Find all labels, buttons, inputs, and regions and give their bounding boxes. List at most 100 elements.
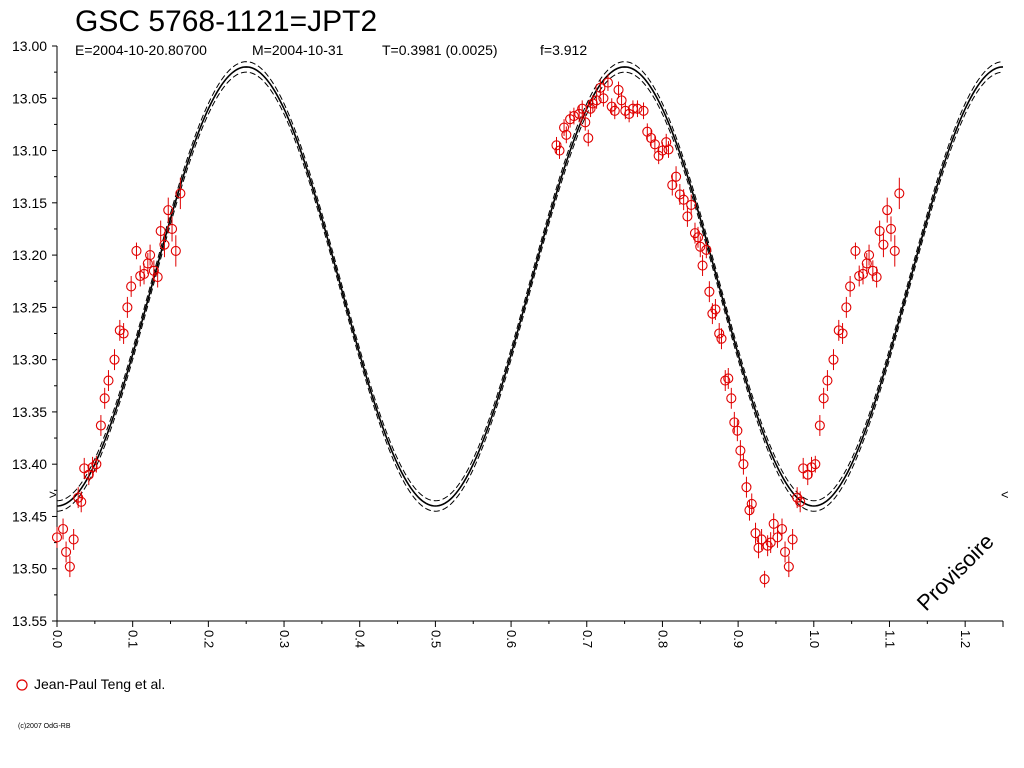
subtitle-epoch: E=2004-10-20.80700	[75, 42, 207, 58]
data-point	[776, 518, 788, 540]
data-point	[850, 242, 861, 260]
x-tick-label: 0.2	[201, 630, 216, 648]
data-point	[787, 529, 798, 550]
data-point-marker	[746, 498, 757, 509]
data-point	[99, 387, 110, 409]
data-point-marker	[51, 532, 63, 543]
data-point	[138, 263, 150, 285]
data-point	[885, 216, 897, 242]
model-curves	[56, 61, 1004, 512]
data-point-marker	[602, 77, 614, 88]
data-point-marker	[91, 459, 102, 470]
data-point-marker	[580, 117, 591, 128]
legend: Jean-Paul Teng et al.	[16, 676, 165, 692]
data-point	[551, 136, 562, 154]
data-point	[159, 232, 170, 258]
data-point	[574, 105, 585, 123]
data-point-marker	[559, 122, 570, 133]
data-point	[701, 241, 712, 259]
data-point	[682, 205, 693, 227]
data-point	[155, 220, 166, 242]
data-point	[686, 194, 697, 216]
data-point	[76, 491, 87, 513]
data-point-marker	[64, 561, 75, 572]
data-point-marker	[750, 528, 761, 539]
data-point	[68, 529, 79, 550]
data-point	[642, 123, 653, 141]
x-tick-label: 0.9	[731, 630, 746, 648]
data-point-marker	[568, 110, 579, 122]
data-point	[638, 102, 649, 120]
data-point	[759, 570, 770, 588]
data-point	[118, 323, 129, 344]
data-point	[678, 189, 689, 211]
data-point	[649, 135, 660, 153]
data-point-marker	[741, 482, 752, 493]
data-point-marker	[76, 496, 87, 507]
data-point-marker	[716, 333, 727, 344]
y-axis: 13.00 13.05 13.10 13.15 13.20 13.25 13.30 13.35…	[12, 38, 57, 629]
data-point	[810, 455, 821, 473]
data-point	[765, 532, 776, 554]
data-points	[51, 74, 905, 588]
data-point	[95, 415, 106, 436]
data-point-marker	[87, 462, 98, 473]
data-point	[704, 281, 715, 303]
x-tick-label: 1.2	[958, 630, 973, 648]
data-point	[802, 464, 813, 486]
data-point-marker	[103, 375, 114, 386]
data-point	[716, 328, 727, 350]
data-point-marker	[714, 328, 725, 339]
data-point	[779, 541, 791, 563]
data-point-marker	[671, 171, 682, 182]
data-point	[109, 349, 120, 371]
data-point	[863, 244, 875, 266]
data-point	[732, 420, 743, 442]
legend-marker-icon	[16, 679, 28, 691]
y-tick-label: 13.10	[12, 143, 47, 159]
data-point	[738, 453, 749, 475]
data-point	[861, 253, 872, 274]
data-point-marker	[554, 145, 565, 156]
data-point-marker	[663, 144, 674, 155]
data-point	[145, 244, 156, 266]
data-point	[720, 370, 731, 391]
data-point	[591, 92, 602, 109]
data-point-marker	[776, 523, 788, 535]
data-point	[646, 129, 657, 147]
subtitle-median: M=2004-10-31	[252, 42, 344, 58]
data-point-marker	[822, 375, 833, 386]
data-point-marker	[845, 281, 856, 292]
data-point-marker	[131, 245, 142, 256]
data-point-marker	[787, 534, 798, 545]
data-point	[871, 266, 882, 288]
data-point	[710, 299, 721, 320]
data-point	[814, 415, 825, 436]
data-point	[882, 197, 893, 223]
data-point	[561, 126, 572, 144]
data-point	[667, 174, 678, 196]
data-point-marker	[122, 302, 133, 313]
data-point-marker	[170, 245, 181, 256]
x-axis: 0.0 0.1 0.2 0.3 0.4 0.5 0.6 0.7 0.8 0.9 1.0 1.1 1.2	[50, 621, 973, 648]
data-point-marker	[565, 114, 576, 125]
data-point-marker	[551, 140, 562, 151]
data-point-marker	[613, 84, 624, 95]
data-point-marker	[653, 150, 664, 161]
data-point	[723, 368, 734, 389]
y-tick-label: 13.30	[12, 352, 47, 368]
data-point-marker	[99, 393, 110, 404]
data-point-marker	[155, 225, 166, 237]
data-point-marker	[779, 546, 791, 558]
data-point-marker	[732, 425, 743, 436]
data-point-marker	[878, 239, 889, 250]
x-tick-label: 0.5	[428, 630, 443, 648]
data-point-marker	[166, 223, 178, 235]
data-point	[595, 79, 606, 97]
data-point	[741, 476, 752, 498]
data-point-marker	[837, 328, 848, 339]
data-point-marker	[657, 145, 668, 156]
data-point-marker	[704, 286, 715, 297]
data-point-marker	[632, 103, 643, 114]
